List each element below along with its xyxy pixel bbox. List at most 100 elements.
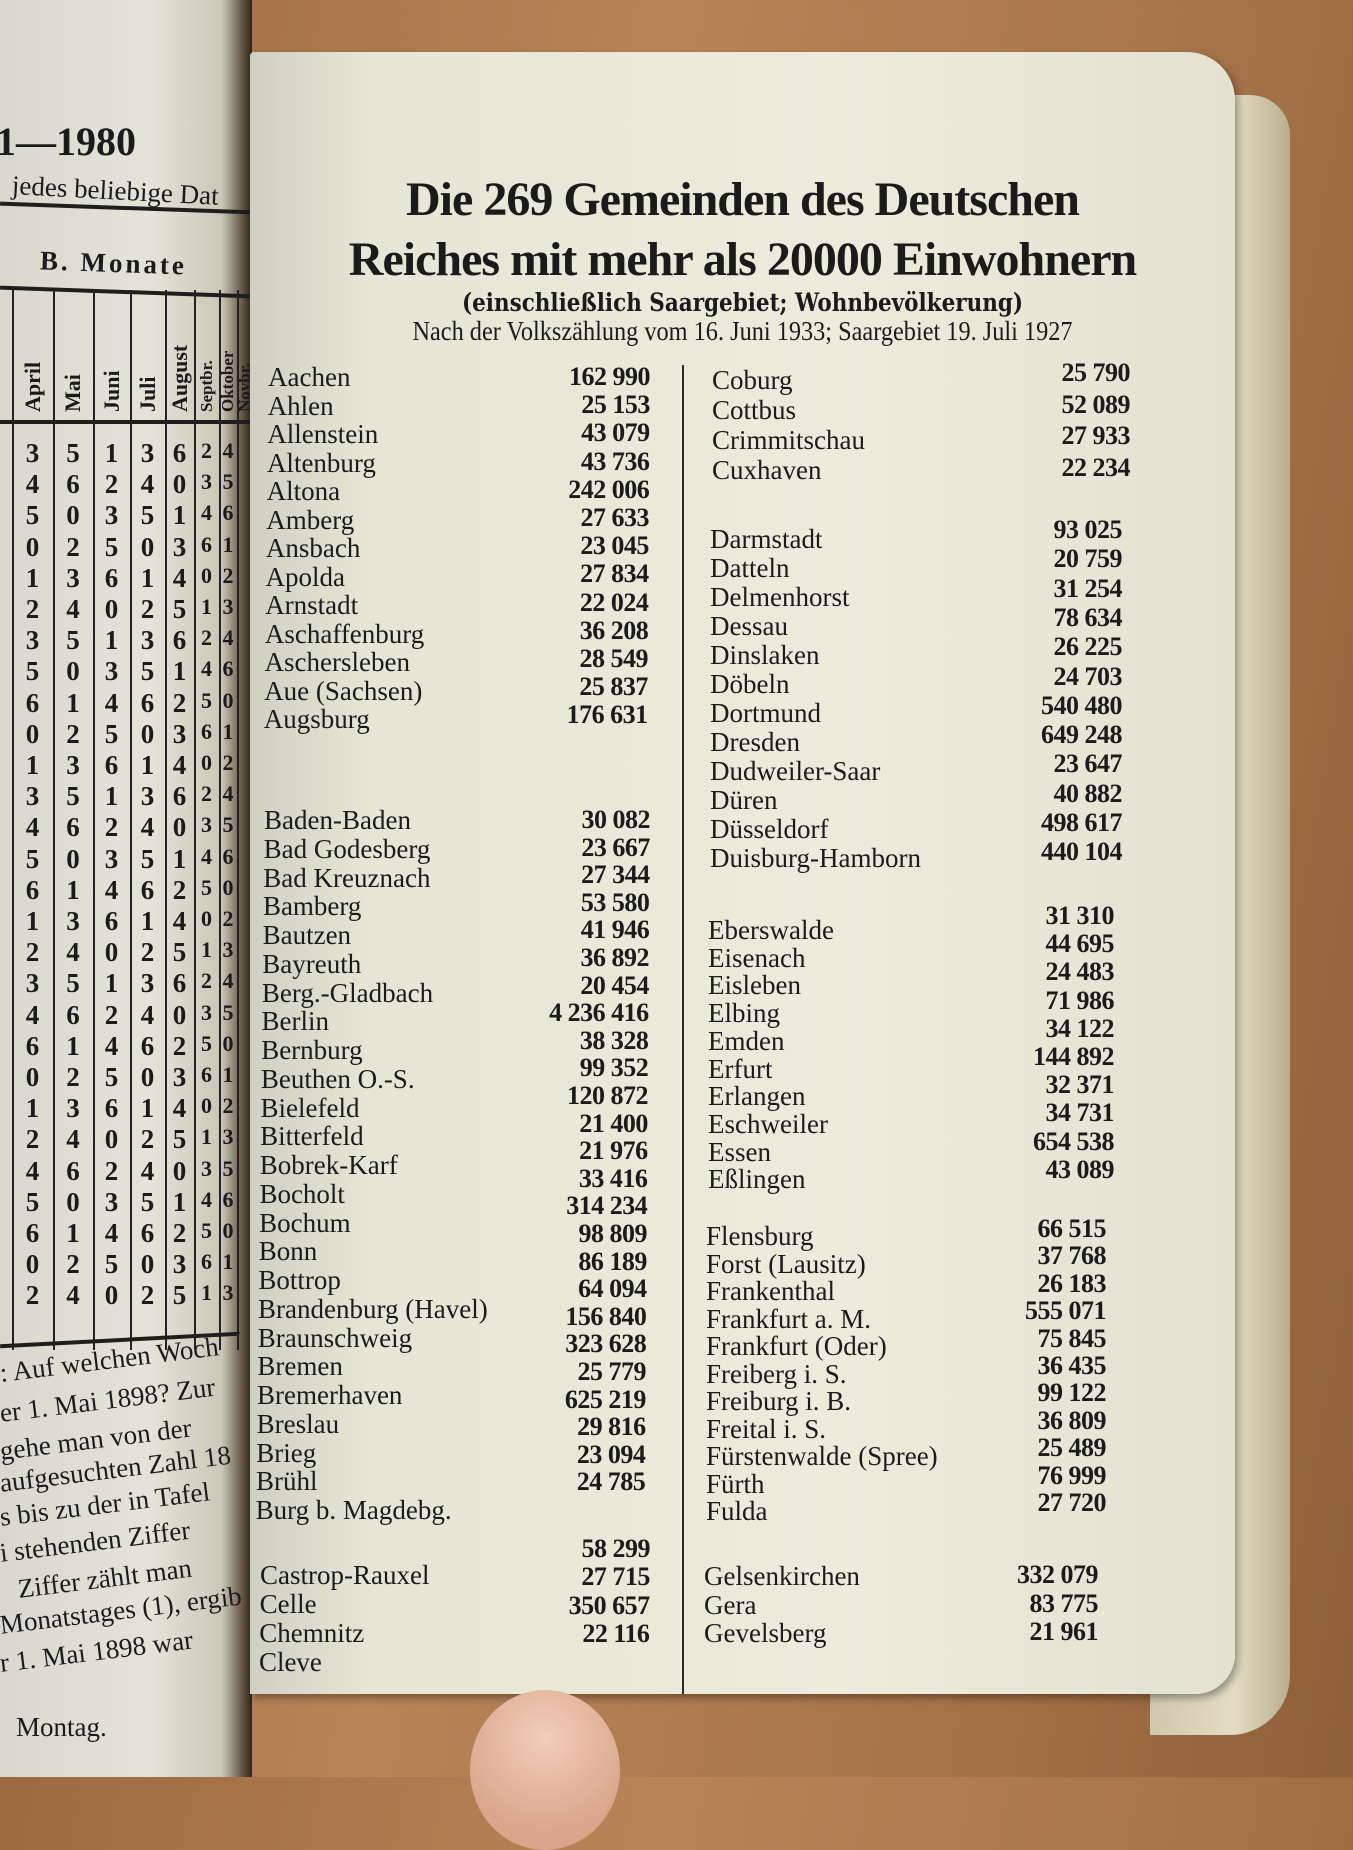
population-value: 23 647 — [1053, 749, 1123, 779]
population-value: 93 025 — [1053, 515, 1123, 544]
population-value: 27 715 — [581, 1562, 650, 1592]
weekday-digit: 4 — [140, 1155, 155, 1186]
city-name: Fürth — [706, 1468, 765, 1499]
city-name: Chemnitz — [259, 1618, 365, 1648]
city-name: Eßlingen — [708, 1164, 806, 1195]
population-value: 36 208 — [579, 615, 649, 645]
weekday-digit: 1 — [140, 562, 155, 593]
population-value: 555 071 — [1025, 1296, 1107, 1326]
weekday-digit: 1 — [25, 1093, 40, 1124]
population-value: 23 094 — [576, 1439, 646, 1469]
weekday-digit: 4 — [140, 999, 155, 1030]
weekday-digit: 5 — [222, 1155, 234, 1181]
city-name: Frankfurt (Oder) — [706, 1331, 887, 1361]
weekday-digit: 0 — [222, 687, 234, 713]
weekday-digit: 1 — [25, 906, 40, 936]
city-name: Berg.-Gladbach — [261, 977, 434, 1008]
city-name: Erfurt — [708, 1053, 773, 1084]
weekday-digit: 6 — [25, 687, 40, 718]
city-name: Amberg — [266, 504, 355, 535]
weekday-digit: 3 — [66, 1093, 80, 1124]
weekday-digit: 5 — [25, 500, 40, 531]
weekday-digit: 6 — [66, 1155, 80, 1186]
weekday-digit: 6 — [201, 1249, 212, 1275]
city-name: Bad Godesberg — [263, 833, 431, 864]
population-value: 25 790 — [1061, 358, 1131, 387]
population-value: 162 990 — [569, 362, 651, 391]
weekday-digit: 6 — [66, 469, 80, 500]
weekday-digit: 3 — [140, 968, 155, 999]
weekday-digit: 1 — [201, 594, 212, 619]
month-header: April — [12, 300, 53, 418]
city-name: Celle — [259, 1589, 317, 1619]
weekday-digit: 0 — [66, 500, 80, 531]
city-name: Emden — [708, 1025, 785, 1056]
city-name: Delmenhorst — [710, 582, 850, 612]
weekday-digit: 5 — [104, 1062, 119, 1092]
population-value: 156 840 — [565, 1301, 647, 1331]
city-name: Dresden — [710, 727, 800, 757]
population-value: 28 549 — [579, 644, 649, 673]
city-name: Cleve — [258, 1647, 322, 1677]
weekday-digit: 5 — [140, 500, 155, 531]
weekday-digit: 6 — [104, 562, 119, 593]
weekday-digit: 5 — [104, 531, 119, 562]
weekday-digit: 2 — [172, 874, 187, 905]
weekday-digit: 4 — [172, 906, 187, 936]
weekday-digit: 2 — [140, 1124, 155, 1155]
population-value: 27 933 — [1061, 421, 1131, 450]
weekday-digit: 0 — [104, 594, 119, 624]
weekday-digit: 0 — [25, 1062, 40, 1092]
weekday-digit: 4 — [172, 750, 187, 780]
population-value: 25 779 — [577, 1357, 647, 1386]
weekday-digit: 4 — [25, 812, 40, 843]
population-value: 34 122 — [1045, 1013, 1115, 1043]
weekday-digit: 4 — [140, 469, 155, 500]
table-column-line — [53, 290, 55, 1350]
city-name: Bremen — [257, 1351, 343, 1382]
weekday-digit: 1 — [104, 781, 119, 812]
weekday-digit: 5 — [172, 594, 187, 624]
weekday-digit: 3 — [104, 1186, 119, 1217]
weekday-digit: 0 — [172, 999, 187, 1030]
city-name: Eisleben — [708, 970, 801, 1001]
weekday-digit: 2 — [66, 718, 80, 749]
population-value: 120 872 — [567, 1081, 649, 1110]
weekday-digit: 4 — [140, 812, 155, 843]
population-value: 76 999 — [1037, 1460, 1107, 1490]
city-name: Bernburg — [261, 1035, 363, 1065]
city-name: Bautzen — [262, 920, 352, 950]
weekday-digit: 2 — [104, 469, 119, 500]
population-value: 30 082 — [581, 805, 651, 834]
city-name: Burg b. Magdebg. — [255, 1495, 452, 1525]
weekday-digit: 6 — [66, 999, 80, 1030]
weekday-digit: 1 — [222, 1062, 234, 1087]
weekday-digit: 3 — [25, 438, 40, 468]
population-value: 25 153 — [581, 390, 650, 420]
population-value: 58 299 — [581, 1534, 651, 1563]
city-name: Frankfurt a. M. — [706, 1303, 871, 1334]
weekday-digit: 6 — [201, 531, 212, 557]
city-name: Duisburg-Hamborn — [710, 843, 921, 873]
population-value: 64 094 — [578, 1274, 647, 1304]
weekday-digit: 6 — [201, 718, 212, 744]
weekday-digit: 4 — [222, 438, 234, 463]
city-name: Augsburg — [263, 704, 370, 734]
population-value: 24 703 — [1053, 661, 1123, 691]
weekday-digit: 3 — [201, 999, 212, 1025]
weekday-digit: 3 — [222, 594, 234, 619]
population-value: 99 122 — [1037, 1378, 1107, 1408]
weekday-digit: 4 — [104, 1030, 119, 1061]
city-name: Fürstenwalde (Spree) — [706, 1441, 938, 1471]
weekday-digit: 3 — [66, 906, 80, 936]
weekday-digit: 0 — [66, 843, 80, 874]
weekday-digit: 4 — [25, 469, 40, 500]
weekday-digit: 3 — [172, 1062, 187, 1092]
month-header-label: Mai — [60, 374, 85, 412]
population-value: 22 116 — [582, 1618, 650, 1648]
population-value: 20 759 — [1053, 544, 1123, 574]
weekday-digit: 6 — [66, 812, 80, 843]
weekday-digit: 1 — [222, 531, 234, 557]
city-name: Beuthen O.-S. — [260, 1063, 415, 1094]
weekday-digit: 2 — [201, 438, 212, 463]
